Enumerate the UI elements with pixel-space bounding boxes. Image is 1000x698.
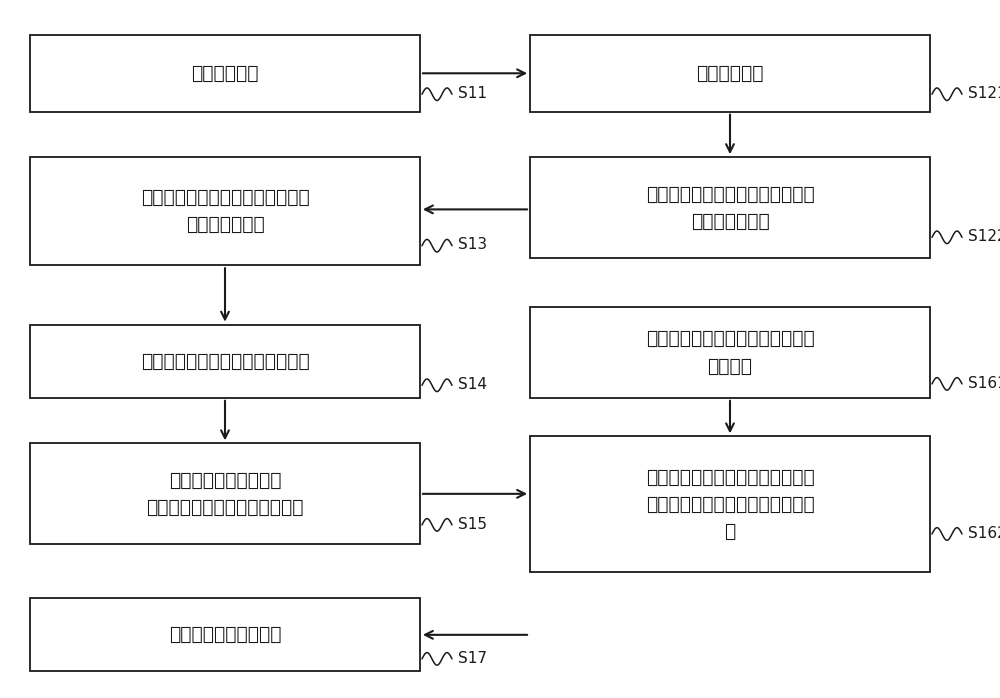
Text: 根据所述非总线版图区域中图形的
颜色，对所述总线版图区域进行着
色: 根据所述非总线版图区域中图形的 颜色，对所述总线版图区域进行着 色 (646, 468, 814, 541)
Text: S161: S161 (968, 376, 1000, 391)
Bar (30, 598, 420, 671)
Text: S17: S17 (458, 651, 487, 666)
Text: S14: S14 (458, 377, 487, 392)
Text: 对所述非总线版图区域构造对应的
图，得到多个图: 对所述非总线版图区域构造对应的 图，得到多个图 (141, 188, 309, 235)
Text: 将所述版图分割为总线版图区域和
非总线版图区域: 将所述版图分割为总线版图区域和 非总线版图区域 (646, 184, 814, 231)
Text: S162: S162 (968, 526, 1000, 541)
Bar (530, 35, 930, 112)
Bar (30, 443, 420, 544)
Text: 遍历所述多个图，以查找冲突环路: 遍历所述多个图，以查找冲突环路 (141, 352, 309, 371)
Text: S13: S13 (458, 237, 487, 253)
Bar (530, 157, 930, 258)
Bar (530, 307, 930, 398)
Text: 标识所述总线: 标识所述总线 (696, 64, 764, 83)
Bar (30, 325, 420, 398)
Text: S11: S11 (458, 86, 487, 101)
Text: S15: S15 (458, 517, 487, 532)
Text: S121: S121 (968, 86, 1000, 101)
Text: 对存在冲突环路的节点
进行切割，以消除所述冲突环路: 对存在冲突环路的节点 进行切割，以消除所述冲突环路 (146, 470, 304, 517)
Text: 对所述非总线版图区域对应的图形
进行着色: 对所述非总线版图区域对应的图形 进行着色 (646, 329, 814, 376)
Bar (30, 35, 420, 112)
Bar (530, 436, 930, 572)
Text: S122: S122 (968, 229, 1000, 244)
Bar (30, 157, 420, 265)
Text: 输出着色后的版图数据: 输出着色后的版图数据 (169, 625, 281, 644)
Text: 输入版图数据: 输入版图数据 (191, 64, 259, 83)
